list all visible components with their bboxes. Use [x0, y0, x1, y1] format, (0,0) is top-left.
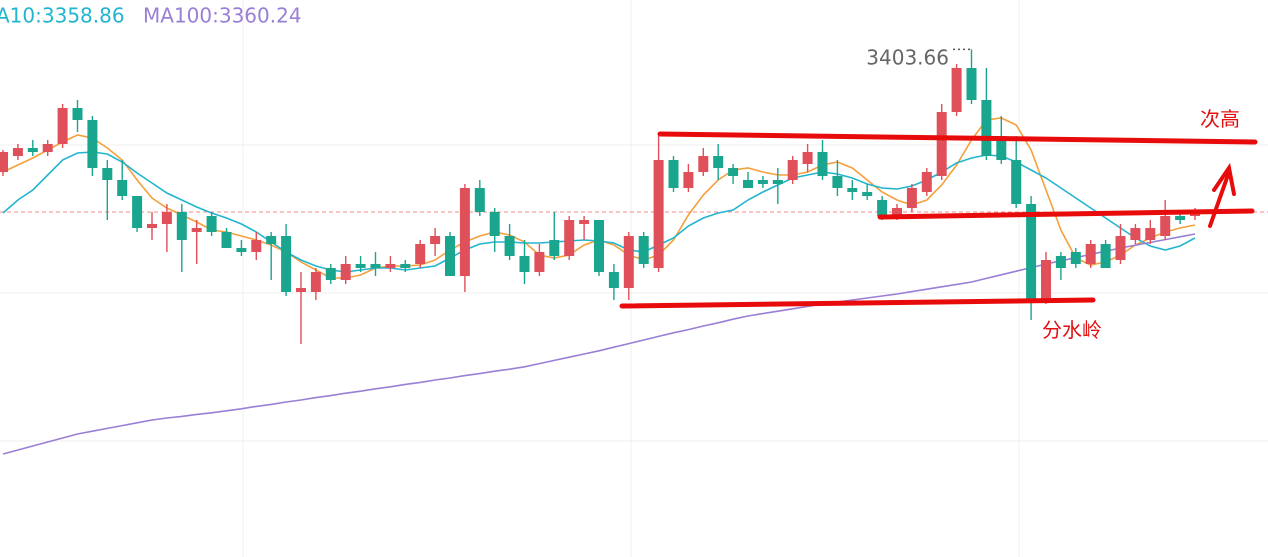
candle-body — [698, 156, 709, 172]
support-line — [877, 208, 1255, 220]
candle-body — [400, 264, 411, 268]
candle-body — [936, 112, 947, 176]
candle-body — [564, 220, 575, 256]
candle-body — [519, 256, 530, 272]
candle-body — [504, 236, 515, 256]
ma-line — [2, 233, 1196, 455]
watershed-line — [619, 297, 1096, 309]
candle-body — [683, 172, 694, 188]
candle-body — [832, 176, 843, 188]
candle-body — [877, 200, 888, 216]
candle-body — [951, 68, 962, 112]
candle-body — [966, 68, 977, 100]
candle-body — [1011, 160, 1022, 204]
candle-body — [638, 236, 649, 264]
candle-body — [757, 180, 768, 184]
arrow-shaft — [1208, 170, 1231, 228]
candle-body — [921, 172, 932, 192]
candle-body — [996, 136, 1007, 160]
candle-body — [445, 236, 455, 276]
arrow-head — [1212, 162, 1236, 196]
legend-entry: MA100:3360.24 — [143, 4, 302, 28]
candle-body — [430, 236, 441, 244]
candle-body — [27, 148, 38, 152]
candle-body — [310, 272, 321, 292]
candle-body — [489, 212, 500, 236]
candle-body — [72, 108, 83, 120]
candle-body — [1115, 236, 1126, 260]
candle-body — [57, 108, 68, 144]
candle-body — [117, 180, 128, 196]
peak-label: 3403.66 — [866, 46, 949, 70]
candle-body — [251, 240, 262, 252]
candle-body — [370, 264, 381, 268]
annotation: 分水岭 — [1042, 318, 1102, 342]
candle-body — [906, 188, 917, 208]
candle-body — [102, 168, 113, 180]
candle-body — [1160, 216, 1171, 236]
candle-body — [1041, 260, 1051, 300]
candle-body — [817, 152, 828, 176]
candle-body — [549, 240, 560, 256]
candle-body — [0, 152, 8, 172]
candle-body — [296, 288, 306, 292]
legend-entry: A10:3358.86 — [0, 4, 125, 28]
candle-body — [1026, 204, 1037, 300]
candle-body — [1130, 228, 1141, 240]
candle-body — [459, 188, 470, 276]
candle-body — [385, 264, 396, 268]
candle-body — [340, 264, 351, 280]
candle-body — [1070, 252, 1081, 264]
candle-body — [1100, 244, 1111, 268]
resistance-line — [657, 131, 1258, 145]
candle-body — [653, 160, 664, 268]
candle-body — [176, 212, 187, 240]
candle-body — [1055, 256, 1066, 268]
candle-body — [474, 188, 485, 212]
candle-body — [787, 160, 798, 180]
candle-body — [206, 216, 217, 232]
candle-body — [325, 268, 336, 280]
candle-body — [892, 208, 902, 216]
candle-body — [132, 196, 143, 228]
plot — [0, 49, 1268, 455]
candle-body — [862, 192, 873, 196]
candle-body — [12, 148, 23, 156]
candle-body — [713, 156, 724, 168]
candle-body — [623, 236, 634, 288]
candle-body — [802, 152, 813, 164]
candle-body — [236, 248, 247, 252]
candle-body — [355, 264, 366, 268]
candle-body — [147, 224, 157, 228]
candle-body — [1085, 244, 1096, 264]
candle-body — [981, 100, 992, 156]
candle-body — [87, 120, 98, 168]
candle-body — [579, 220, 590, 224]
candle-body — [1175, 216, 1186, 220]
candle-body — [1145, 228, 1156, 240]
candle-body — [772, 180, 783, 184]
candle-body — [847, 188, 858, 192]
candle-body — [266, 236, 277, 244]
candle-body — [728, 168, 739, 176]
candle-body — [594, 220, 604, 272]
candle-body — [161, 212, 172, 224]
candle-body — [42, 144, 53, 152]
candle-body — [668, 160, 679, 188]
candle-body — [221, 232, 232, 248]
annotation: 次高 — [1200, 107, 1240, 131]
candle-body — [281, 236, 292, 292]
candle-body — [608, 272, 619, 288]
candle-body — [743, 180, 753, 188]
candle-body — [415, 244, 426, 264]
hand-drawn-annotations — [619, 131, 1258, 309]
candle-body — [534, 252, 545, 272]
candle-body — [191, 228, 202, 232]
